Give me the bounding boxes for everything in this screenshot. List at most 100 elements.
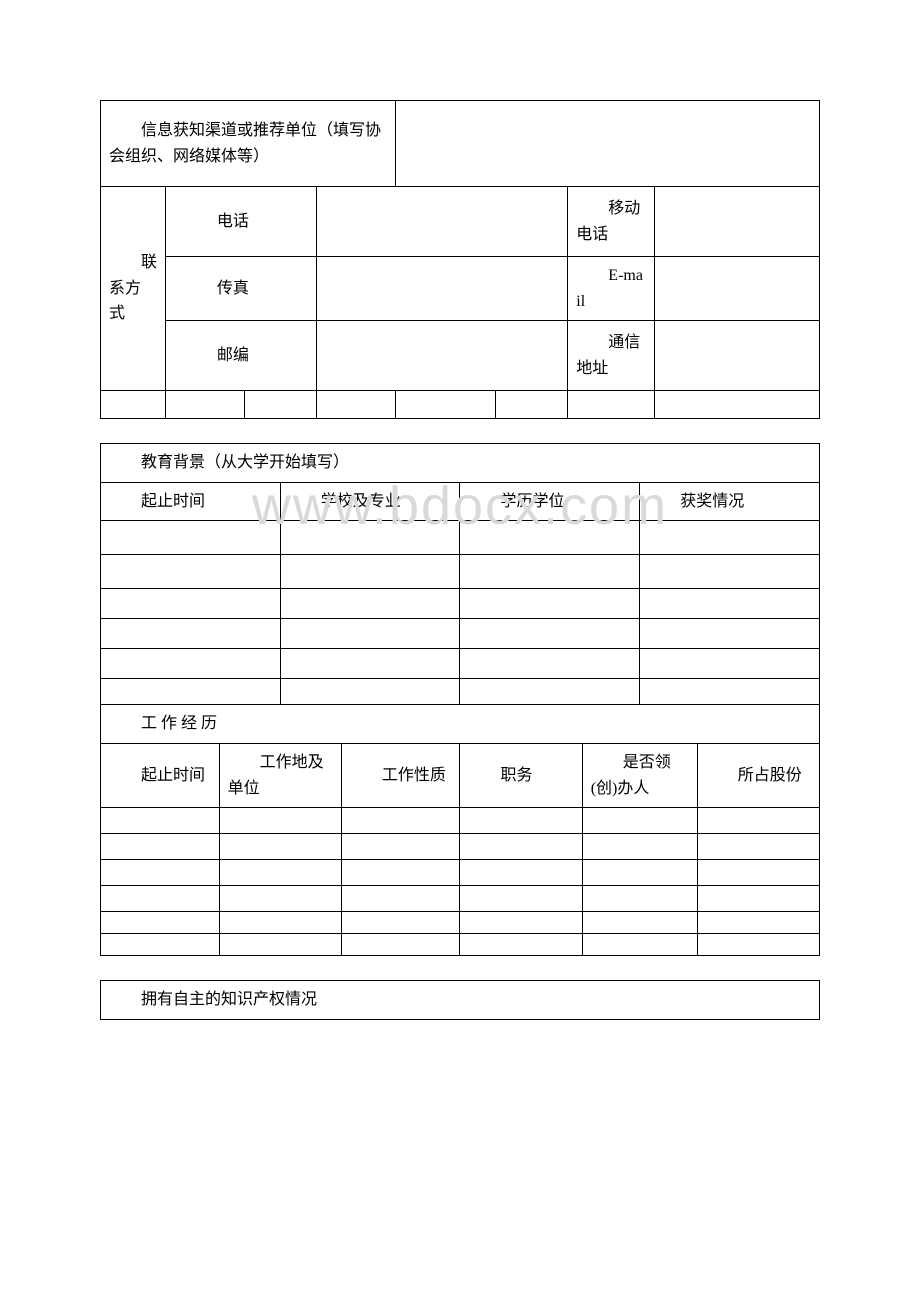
edu-cell	[460, 649, 640, 679]
edu-cell	[460, 521, 640, 555]
edu-row	[101, 589, 820, 619]
edu-row	[101, 521, 820, 555]
work-cell	[697, 834, 819, 860]
work-cell	[460, 934, 582, 956]
edu-col-award: 获奖情况	[640, 482, 820, 521]
address-value	[654, 321, 819, 391]
edu-cell	[280, 679, 460, 705]
spacer-cell	[496, 391, 568, 419]
edu-cell	[640, 589, 820, 619]
zip-label: 邮编	[165, 321, 316, 391]
edu-cell	[460, 619, 640, 649]
contact-row-phone: 联系方式 电话 移动电话	[101, 187, 820, 257]
work-cell	[101, 860, 220, 886]
work-col-place: 工作地及单位	[219, 743, 341, 807]
phone-label: 电话	[165, 187, 316, 257]
info-channel-label: 信息获知渠道或推荐单位（填写协会组织、网络媒体等）	[101, 101, 396, 187]
work-cell	[219, 934, 341, 956]
info-channel-value	[395, 101, 819, 187]
work-cell	[582, 886, 697, 912]
mobile-label: 移动电话	[568, 187, 654, 257]
work-cell	[341, 834, 460, 860]
work-cell	[460, 808, 582, 834]
edu-row	[101, 679, 820, 705]
work-cell	[582, 834, 697, 860]
fax-value	[316, 257, 568, 321]
work-cell	[219, 808, 341, 834]
work-cell	[101, 934, 220, 956]
edu-work-table: 教育背景（从大学开始填写） 起止时间 学校及专业 学历学位 获奖情况 工 作 经…	[100, 443, 820, 956]
work-col-time: 起止时间	[101, 743, 220, 807]
work-col-founder: 是否领(创)办人	[582, 743, 697, 807]
spacer-cell	[316, 391, 395, 419]
edu-col-row: 起止时间 学校及专业 学历学位 获奖情况	[101, 482, 820, 521]
edu-cell	[640, 619, 820, 649]
edu-col-time: 起止时间	[101, 482, 281, 521]
work-cell	[101, 912, 220, 934]
work-cell	[341, 912, 460, 934]
work-cell	[341, 886, 460, 912]
work-cell	[697, 860, 819, 886]
edu-header-row: 教育背景（从大学开始填写）	[101, 444, 820, 483]
edu-col-school: 学校及专业	[280, 482, 460, 521]
work-cell	[582, 860, 697, 886]
edu-cell	[460, 589, 640, 619]
work-cell	[219, 834, 341, 860]
work-cell	[219, 912, 341, 934]
work-cell	[101, 886, 220, 912]
work-cell	[697, 934, 819, 956]
edu-cell	[280, 649, 460, 679]
work-cell	[582, 808, 697, 834]
email-label: E-mail	[568, 257, 654, 321]
work-col-nature: 工作性质	[341, 743, 460, 807]
work-cell	[697, 808, 819, 834]
work-header: 工 作 经 历	[101, 705, 820, 744]
edu-cell	[460, 679, 640, 705]
edu-cell	[640, 521, 820, 555]
work-cell	[582, 934, 697, 956]
work-row	[101, 886, 820, 912]
edu-cell	[101, 521, 281, 555]
edu-cell	[101, 619, 281, 649]
edu-header: 教育背景（从大学开始填写）	[101, 444, 820, 483]
edu-cell	[280, 521, 460, 555]
edu-cell	[640, 649, 820, 679]
info-channel-row: 信息获知渠道或推荐单位（填写协会组织、网络媒体等）	[101, 101, 820, 187]
work-cell	[697, 886, 819, 912]
ip-header: 拥有自主的知识产权情况	[101, 981, 820, 1020]
spacer-cell	[165, 391, 244, 419]
ip-table: 拥有自主的知识产权情况	[100, 980, 820, 1020]
edu-cell	[101, 589, 281, 619]
edu-cell	[280, 619, 460, 649]
work-cell	[460, 912, 582, 934]
edu-cell	[640, 679, 820, 705]
edu-cell	[280, 555, 460, 589]
work-cell	[460, 860, 582, 886]
work-cell	[341, 934, 460, 956]
edu-row	[101, 619, 820, 649]
edu-col-degree: 学历学位	[460, 482, 640, 521]
edu-row	[101, 555, 820, 589]
work-col-row: 起止时间 工作地及单位 工作性质 职务 是否领(创)办人 所占股份	[101, 743, 820, 807]
spacer-cell	[654, 391, 819, 419]
edu-cell	[101, 649, 281, 679]
work-row	[101, 912, 820, 934]
ip-header-row: 拥有自主的知识产权情况	[101, 981, 820, 1020]
work-cell	[101, 808, 220, 834]
work-row	[101, 834, 820, 860]
address-label: 通信地址	[568, 321, 654, 391]
email-value	[654, 257, 819, 321]
work-cell	[219, 886, 341, 912]
work-cell	[460, 834, 582, 860]
contact-row-zip: 邮编 通信地址	[101, 321, 820, 391]
work-cell	[582, 912, 697, 934]
work-col-share: 所占股份	[697, 743, 819, 807]
phone-value	[316, 187, 568, 257]
edu-cell	[101, 555, 281, 589]
zip-value	[316, 321, 568, 391]
work-col-position: 职务	[460, 743, 582, 807]
spacer-cell	[395, 391, 496, 419]
work-cell	[460, 886, 582, 912]
work-cell	[697, 912, 819, 934]
edu-cell	[101, 679, 281, 705]
